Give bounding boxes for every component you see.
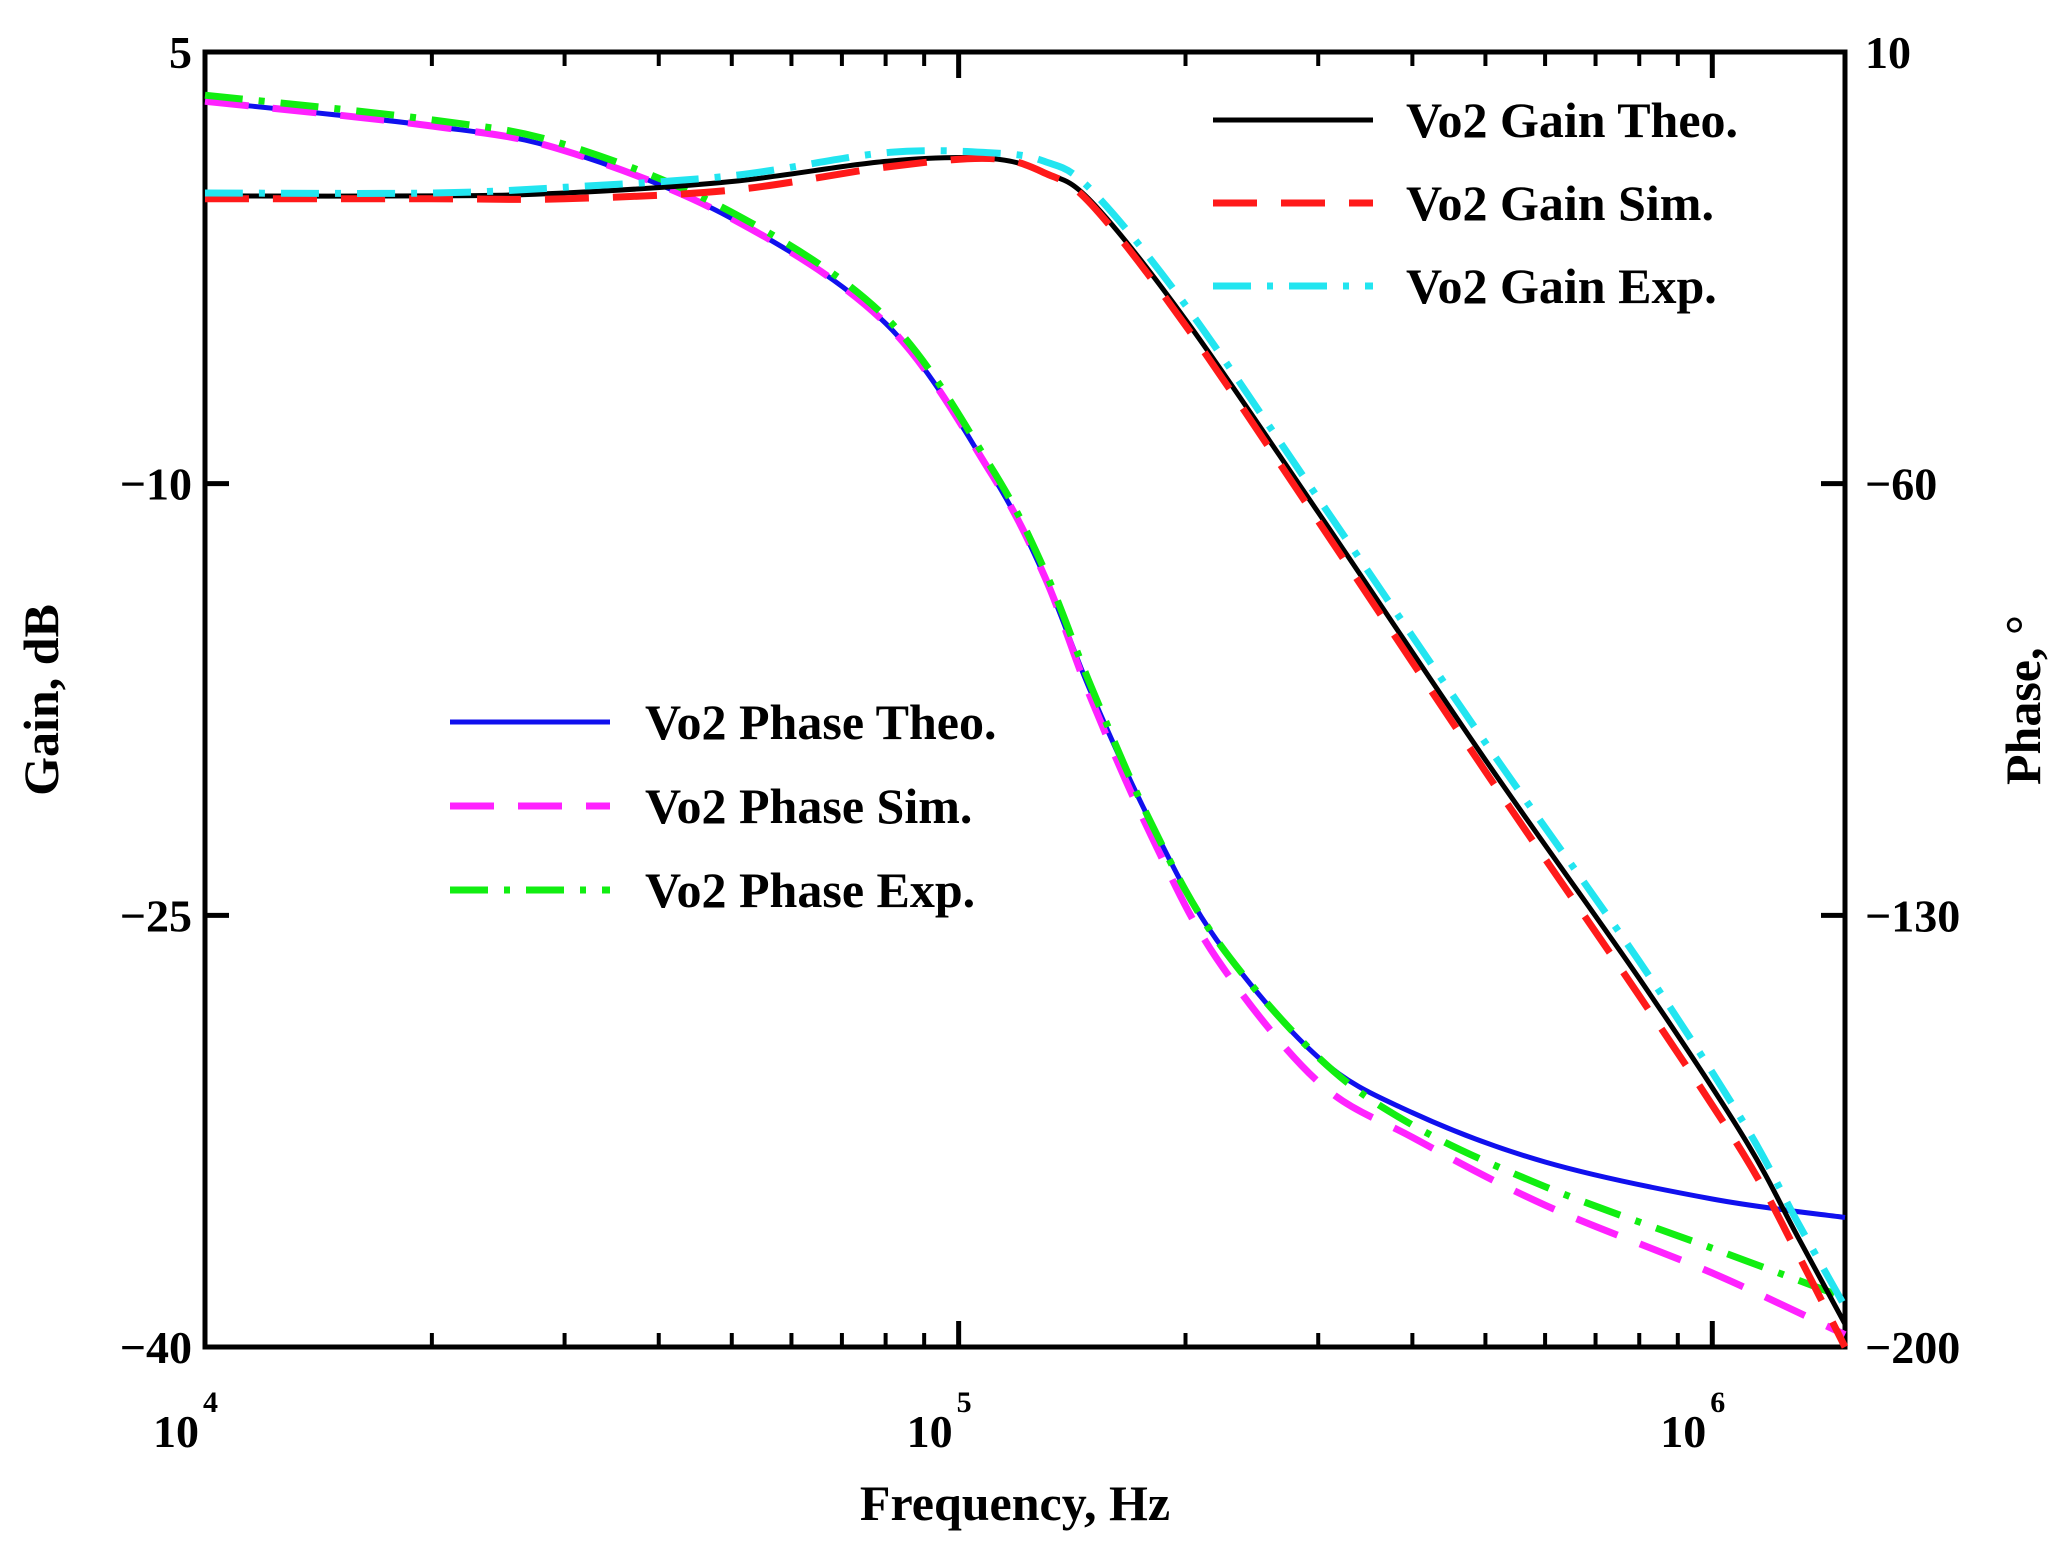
legend-phase: Vo2 Phase Theo. Vo2 Phase Sim. Vo2 Phase E…	[450, 694, 996, 918]
x-tick-label-exponent: 6	[1710, 1386, 1725, 1419]
x-tick-label-exponent: 5	[957, 1386, 972, 1419]
series-line-vo2-gain-exp	[204, 147, 1849, 1309]
x-tick-label-base: 10	[153, 1406, 199, 1457]
legend-label-vo2-gain-sim: Vo2 Gain Sim.	[1406, 175, 1714, 231]
plot-frame	[202, 49, 1848, 1350]
y-left-tick-label: −10	[120, 459, 192, 510]
y-right-tick-label: −60	[1865, 459, 1937, 510]
legend-label-vo2-phase-sim: Vo2 Phase Sim.	[645, 778, 972, 834]
y-axis-title-right: Phase, °	[1995, 615, 2051, 785]
y-left-tick-label: −25	[120, 890, 192, 941]
x-tick-label-base: 10	[1660, 1406, 1706, 1457]
legend-label-vo2-phase-theo: Vo2 Phase Theo.	[645, 694, 996, 750]
legend-gain: Vo2 Gain Theo. Vo2 Gain Sim. Vo2 Gain Exp.	[1213, 92, 1738, 314]
y-left-tick-label: −40	[120, 1322, 192, 1373]
legend-label-vo2-phase-exp: Vo2 Phase Exp.	[645, 862, 975, 918]
x-tick-label-exponent: 4	[203, 1386, 218, 1419]
y-left-tick-label: 5	[169, 27, 192, 78]
x-tick-label-base: 10	[907, 1406, 953, 1457]
y-right-tick-label: −200	[1865, 1322, 1960, 1373]
x-axis-title: Frequency, Hz	[860, 1475, 1170, 1531]
legend-label-vo2-gain-exp: Vo2 Gain Exp.	[1406, 258, 1717, 314]
series-layer	[204, 91, 1849, 1349]
y-right-tick-label: 10	[1865, 27, 1911, 78]
series-line-vo2-gain-sim	[204, 154, 1849, 1349]
legend-label-vo2-gain-theo: Vo2 Gain Theo.	[1406, 92, 1738, 148]
y-right-tick-label: −130	[1865, 890, 1960, 941]
y-axis-title-left: Gain, dB	[13, 604, 69, 796]
series-line-vo2-gain-theo	[204, 155, 1848, 1326]
series-line-vo2-phase-exp	[204, 91, 1847, 1301]
major-ticks	[202, 49, 1845, 1350]
minor-ticks	[429, 52, 1680, 1347]
